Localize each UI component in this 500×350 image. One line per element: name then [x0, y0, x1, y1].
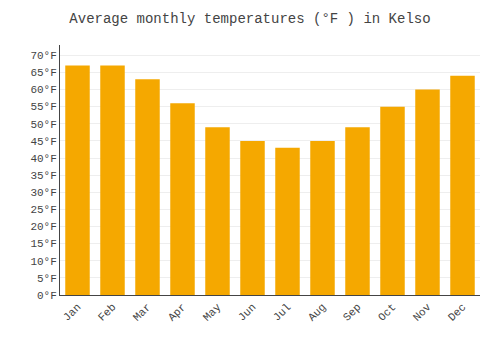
svg-text:30°F: 30°F	[30, 187, 56, 199]
svg-text:15°F: 15°F	[30, 238, 56, 250]
svg-text:Aug: Aug	[306, 301, 328, 323]
svg-text:Feb: Feb	[96, 301, 118, 323]
svg-text:65°F: 65°F	[30, 67, 56, 79]
svg-text:Apr: Apr	[166, 301, 188, 323]
svg-text:0°F: 0°F	[37, 290, 57, 302]
svg-text:Dec: Dec	[446, 301, 468, 323]
svg-text:60°F: 60°F	[30, 84, 56, 96]
svg-text:Mar: Mar	[131, 301, 153, 323]
svg-text:Oct: Oct	[376, 301, 398, 323]
svg-text:55°F: 55°F	[30, 101, 56, 113]
svg-text:5°F: 5°F	[37, 273, 57, 285]
svg-text:Nov: Nov	[411, 301, 434, 324]
svg-text:70°F: 70°F	[30, 50, 56, 62]
svg-text:Average monthly temperatures (: Average monthly temperatures (°F ) in Ke…	[69, 11, 430, 27]
svg-text:Jan: Jan	[61, 301, 83, 323]
svg-text:May: May	[201, 301, 224, 324]
svg-text:45°F: 45°F	[30, 136, 56, 148]
svg-text:10°F: 10°F	[30, 256, 56, 268]
svg-text:Jun: Jun	[236, 301, 258, 323]
svg-text:40°F: 40°F	[30, 153, 56, 165]
svg-text:25°F: 25°F	[30, 204, 56, 216]
svg-text:50°F: 50°F	[30, 119, 56, 131]
svg-text:35°F: 35°F	[30, 170, 56, 182]
svg-text:Sep: Sep	[341, 301, 363, 323]
svg-text:Jul: Jul	[271, 301, 293, 323]
svg-text:20°F: 20°F	[30, 221, 56, 233]
